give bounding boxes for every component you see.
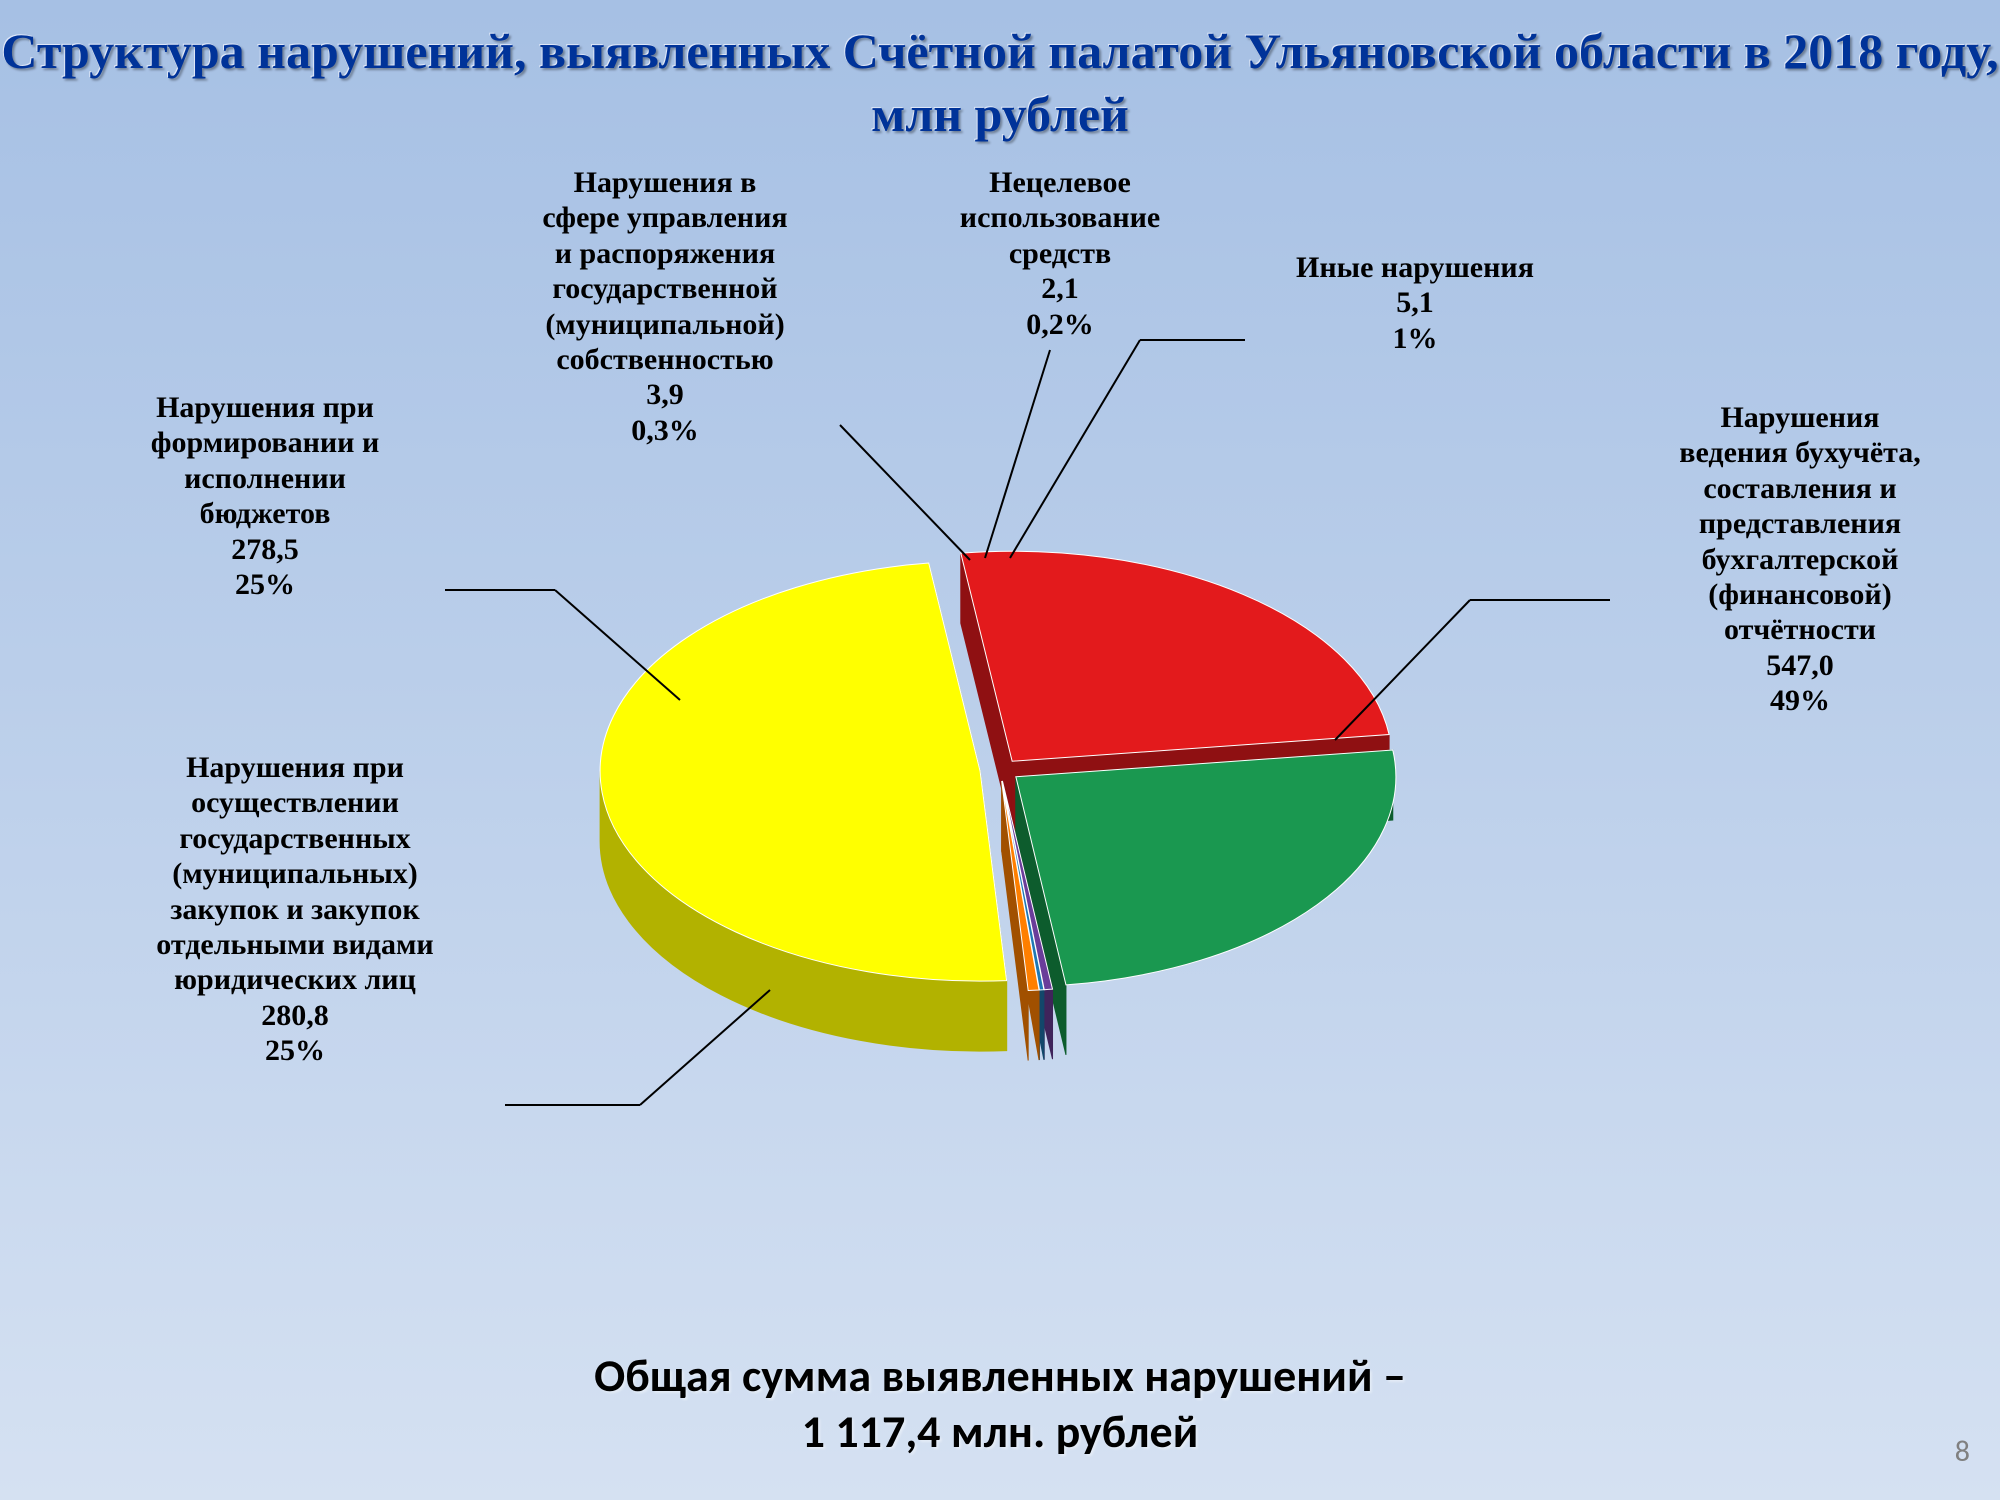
callout-label-line: представления [1620,506,1980,541]
callout-label-line: использование [900,200,1220,235]
callout-percent: 1% [1250,321,1580,356]
callout-value: 3,9 [480,377,850,412]
footer-line-1: Общая сумма выявленных нарушений – [594,1348,1406,1404]
title-line-1: Структура нарушений, выявленных [1,23,830,79]
callout-percent: 25% [80,567,450,602]
callout-label-line: закупок и закупок [80,892,510,927]
callout-label-line: Нарушения [1620,400,1980,435]
callout-label-line: государственной [480,271,850,306]
callout-other: Иные нарушения5,11% [1250,250,1580,356]
footer-line-2: 1 117,4 млн. рублей [802,1404,1199,1460]
chart-footer: Общая сумма выявленных нарушений – 1 117… [0,1348,2000,1460]
callout-label-line: бухгалтерской [1620,542,1980,577]
callout-label-line: (муниципальных) [80,856,510,891]
callout-label-line: средств [900,236,1220,271]
callout-label-line: Нарушения в [480,165,850,200]
slide: Структура нарушений, выявленных Счётной … [0,0,2000,1500]
callout-label-line: бюджетов [80,496,450,531]
callout-label-line: сфере управления [480,200,850,235]
callout-label-line: составления и [1620,471,1980,506]
callout-label-line: исполнении [80,461,450,496]
callout-label-line: осуществлении [80,785,510,820]
callout-label-line: Нецелевое [900,165,1220,200]
page-number: 8 [1955,1433,1970,1470]
title-line-2: Счётной палатой Ульяновской области в 20… [843,23,1999,142]
callout-label-line: Иные нарушения [1250,250,1580,285]
callout-label-line: (муниципальной) [480,307,850,342]
callout-misuse: Нецелевоеиспользованиесредств2,10,2% [900,165,1220,342]
callout-label-line: собственностью [480,342,850,377]
pie-chart [500,440,1500,1170]
callout-percent: 49% [1620,683,1980,718]
callout-value: 547,0 [1620,648,1980,683]
callout-label-line: (финансовой) [1620,577,1980,612]
callout-value: 278,5 [80,532,450,567]
callout-percent: 0,2% [900,307,1220,342]
callout-label-line: формировании и [80,425,450,460]
callout-budget: Нарушения приформировании иисполнениибюд… [80,390,450,602]
callout-percent: 25% [80,1033,510,1068]
callout-label-line: Нарушения при [80,750,510,785]
callout-label-line: Нарушения при [80,390,450,425]
callout-value: 2,1 [900,271,1220,306]
callout-procurement: Нарушения приосуществлениигосударственны… [80,750,510,1069]
callout-label-line: отчётности [1620,612,1980,647]
callout-label-line: государственных [80,821,510,856]
callout-value: 280,8 [80,998,510,1033]
callout-percent: 0,3% [480,413,850,448]
chart-title: Структура нарушений, выявленных Счётной … [0,20,2000,145]
callout-label-line: юридических лиц [80,962,510,997]
callout-label-line: ведения бухучёта, [1620,435,1980,470]
callout-accounting: Нарушенияведения бухучёта,составления ип… [1620,400,1980,719]
callout-label-line: и распоряжения [480,236,850,271]
callout-value: 5,1 [1250,285,1580,320]
callout-label-line: отдельными видами [80,927,510,962]
callout-property: Нарушения всфере управленияи распоряжени… [480,165,850,448]
